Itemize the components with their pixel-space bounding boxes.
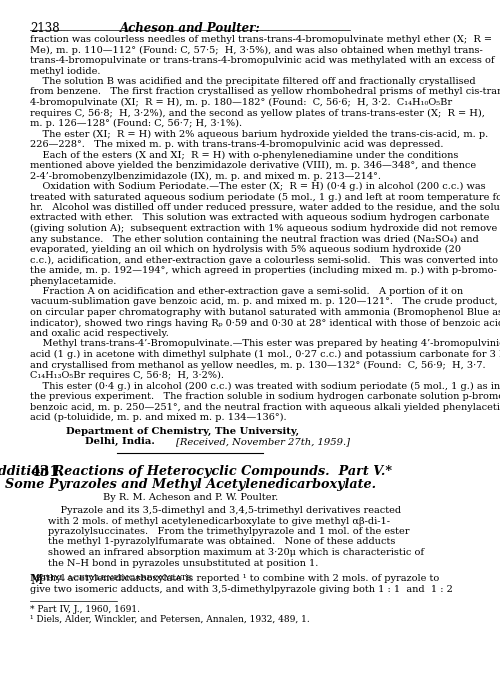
Text: Addition Reactions of Heterocyclic Compounds.  Part V.*: Addition Reactions of Heterocyclic Compo… (0, 465, 392, 478)
Text: Fraction A on acidification and ether-extraction gave a semi-solid.   A portion : Fraction A on acidification and ether-ex… (30, 287, 463, 296)
Text: on circular paper chromatography with butanol saturated with ammonia (Bromopheno: on circular paper chromatography with bu… (30, 308, 500, 317)
Text: indicator), showed two rings having Rₚ 0·59 and 0·30 at 28° identical with those: indicator), showed two rings having Rₚ 0… (30, 318, 500, 328)
Text: methyl iodide.: methyl iodide. (30, 67, 100, 75)
Text: The ester (XI;  R = H) with 2% aqueous barium hydroxide yielded the trans-cis-ac: The ester (XI; R = H) with 2% aqueous ba… (30, 130, 488, 139)
Text: C₁₄H₁₃O₅Br requires C, 56·8;  H, 3·2%).: C₁₄H₁₃O₅Br requires C, 56·8; H, 3·2%). (30, 371, 224, 380)
Text: Pyrazole and its 3,5-dimethyl and 3,4,5-trimethyl derivatives reacted: Pyrazole and its 3,5-dimethyl and 3,4,5-… (48, 506, 402, 515)
Text: ETHYL ACETYLENEDICARBOXYLATE: ETHYL ACETYLENEDICARBOXYLATE (36, 574, 192, 582)
Text: extracted with ether.   This solution was extracted with aqueous sodium hydrogen: extracted with ether. This solution was … (30, 213, 490, 223)
Text: Some Pyrazoles and Methyl Acetylenedicarboxylate.: Some Pyrazoles and Methyl Acetylenedicar… (4, 478, 376, 491)
Text: 2138: 2138 (30, 22, 60, 35)
Text: c.c.), acidification, and ether-extraction gave a colourless semi-solid.   This : c.c.), acidification, and ether-extracti… (30, 255, 498, 265)
Text: and crystallised from methanol as yellow needles, m. p. 130—132° (Found:  C, 56·: and crystallised from methanol as yellow… (30, 361, 486, 369)
Text: Methyl acetylenedicarboxylate is reported ¹ to combine with 2 mols. of pyrazole : Methyl acetylenedicarboxylate is reporte… (30, 574, 440, 583)
Text: the N–H bond in pyrazoles unsubstituted at position 1.: the N–H bond in pyrazoles unsubstituted … (48, 559, 318, 568)
Text: * Part IV, J., 1960, 1691.: * Part IV, J., 1960, 1691. (30, 606, 140, 614)
Text: treated with saturated aqueous sodium periodate (5 mol., 1 g.) and left at room : treated with saturated aqueous sodium pe… (30, 193, 500, 202)
Text: benzoic acid, m. p. 250—251°, and the neutral fraction with aqueous alkali yield: benzoic acid, m. p. 250—251°, and the ne… (30, 403, 500, 411)
Text: 431.: 431. (30, 465, 64, 479)
Text: (giving solution A);  subsequent extraction with 1% aqueous sodium hydroxide did: (giving solution A); subsequent extracti… (30, 224, 498, 233)
Text: any substance.   The ether solution containing the neutral fraction was dried (N: any substance. The ether solution contai… (30, 234, 479, 244)
Text: Department of Chemistry, The University,: Department of Chemistry, The University, (66, 426, 300, 435)
Text: hr.   Alcohol was distilled off under reduced pressure, water added to the resid: hr. Alcohol was distilled off under redu… (30, 203, 500, 212)
Text: the methyl 1-pyrazolylfumarate was obtained.   None of these adducts: the methyl 1-pyrazolylfumarate was obtai… (48, 538, 396, 547)
Text: acid (1 g.) in acetone with dimethyl sulphate (1 mol., 0·27 c.c.) and potassium : acid (1 g.) in acetone with dimethyl sul… (30, 350, 500, 359)
Text: from benzene.   The first fraction crystallised as yellow rhombohedral prisms of: from benzene. The first fraction crystal… (30, 88, 500, 96)
Text: requires C, 56·8;  H, 3·2%), and the second as yellow plates of trans-trans-este: requires C, 56·8; H, 3·2%), and the seco… (30, 109, 485, 117)
Text: 2-4’-bromobenzylbenzimidazole (IX), m. p. and mixed m. p. 213—214°.: 2-4’-bromobenzylbenzimidazole (IX), m. p… (30, 172, 381, 181)
Text: and oxalic acid respectively.: and oxalic acid respectively. (30, 329, 169, 338)
Text: M: M (30, 574, 42, 587)
Text: the amide, m. p. 192—194°, which agreed in properties (including mixed m. p.) wi: the amide, m. p. 192—194°, which agreed … (30, 266, 497, 275)
Text: Acheson and Poulter:: Acheson and Poulter: (120, 22, 260, 35)
Text: vacuum-sublimation gave benzoic acid, m. p. and mixed m. p. 120—121°.   The crud: vacuum-sublimation gave benzoic acid, m.… (30, 297, 498, 306)
Text: The solution B was acidified and the precipitate filtered off and fractionally c: The solution B was acidified and the pre… (30, 77, 476, 86)
Text: mentioned above yielded the benzimidazole derivative (VIII), m. p. 346—348°, and: mentioned above yielded the benzimidazol… (30, 161, 476, 170)
Text: Oxidation with Sodium Periodate.—The ester (X;  R = H) (0·4 g.) in alcohol (200 : Oxidation with Sodium Periodate.—The est… (30, 182, 486, 191)
Text: This ester (0·4 g.) in alcohol (200 c.c.) was treated with sodium periodate (5 m: This ester (0·4 g.) in alcohol (200 c.c.… (30, 382, 500, 390)
Text: phenylacetamide.: phenylacetamide. (30, 276, 118, 285)
Text: Methyl trans-trans-4’-Bromopulvinate.—This ester was prepared by heating 4’-brom: Methyl trans-trans-4’-Bromopulvinate.—Th… (30, 340, 500, 348)
Text: By R. M. Acheson and P. W. Poulter.: By R. M. Acheson and P. W. Poulter. (102, 493, 278, 502)
Text: Each of the esters (X and XI;  R = H) with o-phenylenediamine under the conditio: Each of the esters (X and XI; R = H) wit… (30, 151, 458, 160)
Text: with 2 mols. of methyl acetylenedicarboxylate to give methyl αβ-di-1-: with 2 mols. of methyl acetylenedicarbox… (48, 517, 390, 526)
Text: [Received, November 27th, 1959.]: [Received, November 27th, 1959.] (176, 437, 350, 446)
Text: evaporated, yielding an oil which on hydrolysis with 5% aqueous sodium hydroxide: evaporated, yielding an oil which on hyd… (30, 245, 461, 254)
Text: give two isomeric adducts, and with 3,5-dimethylpyrazole giving both 1 : 1  and : give two isomeric adducts, and with 3,5-… (30, 585, 453, 593)
Text: 226—228°.   The mixed m. p. with trans-trans-4-bromopulvinic acid was depressed.: 226—228°. The mixed m. p. with trans-tra… (30, 140, 444, 149)
Text: Me), m. p. 110—112° (Found: C, 57·5;  H, 3·5%), and was also obtained when methy: Me), m. p. 110—112° (Found: C, 57·5; H, … (30, 45, 483, 54)
Text: fraction was colourless needles of methyl trans-trans-4-bromopulvinate methyl et: fraction was colourless needles of methy… (30, 35, 492, 44)
Text: trans-4-bromopulvinate or trans-trans-4-bromopulvinic acid was methylated with a: trans-4-bromopulvinate or trans-trans-4-… (30, 56, 494, 65)
Text: showed an infrared absorption maximum at 3·20μ which is characteristic of: showed an infrared absorption maximum at… (48, 548, 424, 557)
Text: acid (p-toluidide, m. p. and mixed m. p. 134—136°).: acid (p-toluidide, m. p. and mixed m. p.… (30, 413, 286, 422)
Text: Delhi, India.: Delhi, India. (84, 437, 154, 446)
Text: the previous experiment.   The fraction soluble in sodium hydrogen carbonate sol: the previous experiment. The fraction so… (30, 392, 500, 401)
Text: m. p. 126—128° (Found: C, 56·7; H, 3·1%).: m. p. 126—128° (Found: C, 56·7; H, 3·1%)… (30, 119, 242, 128)
Text: ¹ Diels, Alder, Winckler, and Petersen, Annalen, 1932, 489, 1.: ¹ Diels, Alder, Winckler, and Petersen, … (30, 615, 310, 624)
Text: pyrazolylsuccinates.   From the trimethylpyrazole and 1 mol. of the ester: pyrazolylsuccinates. From the trimethylp… (48, 527, 410, 536)
Text: 4-bromopulvinate (XI;  R = H), m. p. 180—182° (Found:  C, 56·6;  H, 3·2.  C₁₄H₁₀: 4-bromopulvinate (XI; R = H), m. p. 180—… (30, 98, 452, 107)
